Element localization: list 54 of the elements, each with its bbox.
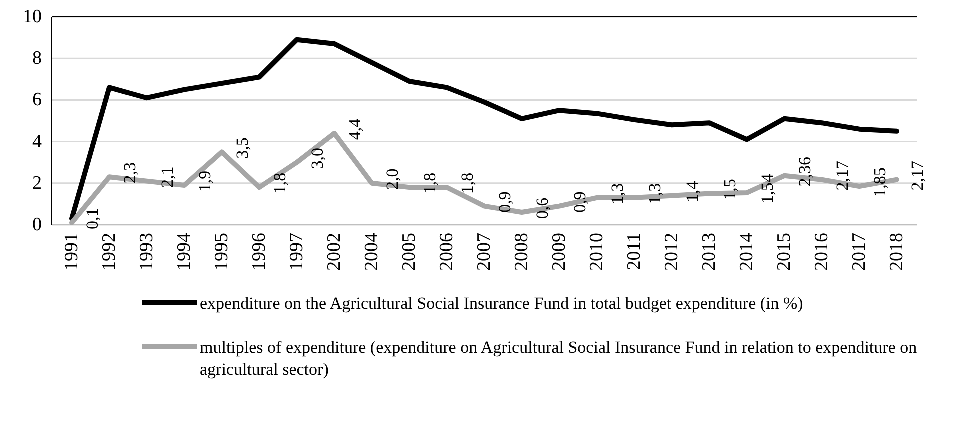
y-tick-label: 0 — [32, 214, 42, 236]
data-label: 2,0 — [383, 168, 402, 190]
data-label: 1,54 — [758, 174, 778, 204]
data-label: 1,3 — [646, 183, 665, 205]
data-label: 1,8 — [270, 172, 290, 194]
x-tick-label: 2008 — [512, 233, 532, 271]
x-tick-label: 2005 — [399, 233, 420, 271]
y-tick-label: 4 — [32, 131, 42, 152]
legend-label: multiples of expenditure (expenditure on Agricultural Social Insurance Fund in relation to expenditure on agricultural sector) — [200, 338, 918, 378]
data-label: 2,36 — [796, 157, 815, 187]
x-tick-label: 2014 — [736, 232, 758, 271]
data-label: 0,6 — [533, 198, 552, 220]
x-tick-label: 2002 — [324, 233, 345, 271]
legend-label: expenditure on the Agricultural Social Insurance Fund in total budget expenditure (in %) — [200, 294, 804, 312]
data-label: 3,0 — [308, 148, 328, 170]
data-label: 3,5 — [233, 138, 252, 159]
y-tick-label: 6 — [32, 90, 42, 111]
x-tick-label: 2016 — [812, 233, 832, 271]
x-tick-label: 2015 — [774, 233, 795, 271]
x-tick-label: 2013 — [699, 233, 720, 271]
data-label: 1,3 — [608, 183, 628, 205]
x-tick-label: 1992 — [99, 233, 120, 271]
x-tick-label: 1991 — [62, 233, 82, 271]
x-tick-label: 2004 — [362, 232, 382, 271]
x-tick-label: 2006 — [436, 233, 458, 271]
x-tick-label: 2011 — [624, 233, 645, 270]
y-tick-label: 8 — [32, 48, 42, 70]
x-tick-label: 1995 — [212, 233, 232, 271]
x-tick-label: 1997 — [286, 233, 308, 271]
data-label: 2,1 — [158, 166, 178, 188]
y-tick-label: 2 — [32, 172, 42, 194]
data-label: 4,4 — [346, 118, 365, 140]
data-label: 1,8 — [458, 172, 478, 194]
x-tick-label: 2007 — [474, 233, 495, 271]
x-tick-label: 2017 — [849, 233, 870, 271]
x-tick-label: 1996 — [249, 233, 270, 271]
data-label: 0,1 — [83, 208, 102, 230]
x-tick-label: 2009 — [549, 233, 570, 271]
x-tick-label: 1994 — [174, 232, 195, 271]
data-label: 2,3 — [120, 162, 140, 184]
x-tick-label: 1993 — [136, 233, 158, 271]
data-label: 0,9 — [570, 192, 590, 213]
y-tick-label: 10 — [23, 6, 42, 28]
data-label: 1,9 — [196, 170, 215, 192]
data-label: 1,85 — [870, 168, 890, 198]
data-label: 1,5 — [720, 179, 740, 200]
data-label: 2,17 — [833, 160, 852, 191]
x-tick-label: 2012 — [662, 233, 682, 271]
x-tick-label: 2018 — [886, 233, 908, 271]
data-label: 2,17 — [908, 160, 928, 191]
x-tick-label: 2010 — [586, 233, 608, 271]
data-label: 1,4 — [683, 180, 702, 203]
data-label: 1,8 — [420, 172, 440, 194]
data-label: 0,9 — [496, 192, 515, 213]
